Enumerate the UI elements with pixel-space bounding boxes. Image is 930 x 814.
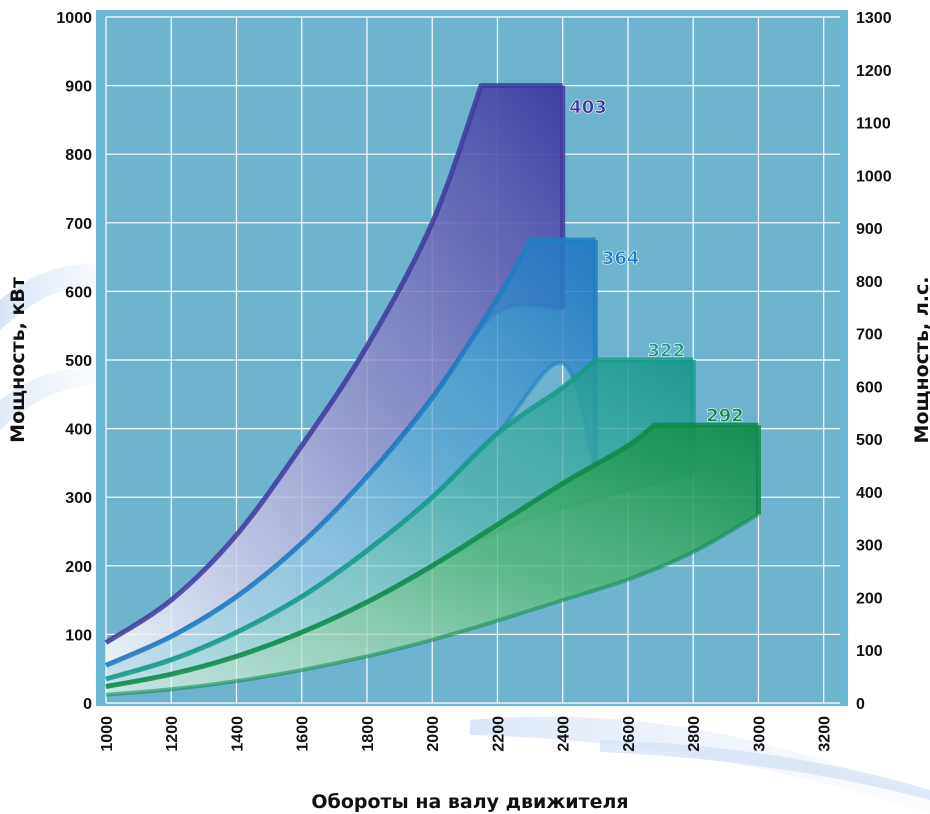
y-left-tick-label: 900 [65, 79, 92, 96]
y-right-tick-label: 0 [856, 696, 865, 713]
y-right-tick-label: 800 [856, 274, 883, 291]
series-upper-line-364 [104, 237, 596, 668]
x-tick-label: 1600 [295, 716, 312, 752]
y-right-tick-label: 500 [856, 432, 883, 449]
x-tick-label: 2000 [425, 716, 442, 752]
y-right-tick-label: 1200 [856, 63, 892, 80]
series-area-364 [106, 239, 596, 679]
y-right-tick-label: 300 [856, 538, 883, 555]
y-right-tick-label: 200 [856, 590, 883, 607]
series-area-403 [106, 85, 563, 666]
x-axis-title: Обороты на валу движителя [311, 791, 628, 813]
series-upper-line-322 [105, 357, 694, 682]
y-right-tick-label: 400 [856, 485, 883, 502]
y-left-axis-title: Мощность, кВт [7, 277, 29, 443]
x-axis-ticks: 1000 1200 1400 1600 1800 2000 2200 2400 2600 2800… [99, 716, 834, 752]
x-tick-label: 1800 [360, 716, 377, 752]
x-tick-label: 3000 [751, 716, 768, 752]
x-tick-label: 2400 [556, 716, 573, 752]
y-right-tick-label: 1000 [856, 168, 892, 185]
x-tick-label: 1000 [99, 716, 116, 752]
x-tick-label: 1200 [164, 716, 181, 752]
y-left-tick-label: 300 [65, 490, 92, 507]
x-tick-label: 2200 [490, 716, 507, 752]
series-lower-line-292 [105, 512, 760, 697]
series-band-292 [105, 422, 761, 697]
y-right-tick-label: 1100 [856, 116, 891, 133]
y-right-axis-title: Мощность, л.с. [911, 277, 930, 444]
series-upper-line-403 [104, 83, 563, 645]
y-right-tick-label: 900 [856, 221, 883, 238]
x-tick-label: 1400 [229, 716, 246, 752]
series-upper-line-292 [105, 422, 759, 689]
y-left-tick-label: 400 [65, 422, 92, 439]
series-label-403: 403 [569, 97, 607, 118]
series-area-322 [106, 360, 694, 687]
y-right-tick-label: 100 [856, 643, 883, 660]
background-decoration [0, 264, 930, 814]
y-right-tick-label: 1300 [856, 10, 892, 27]
series-label-292: 292 [706, 406, 744, 427]
y-left-tick-label: 200 [65, 559, 92, 576]
series-bands [104, 83, 761, 697]
series-area-292 [106, 425, 759, 695]
y-right-tick-label: 700 [856, 327, 883, 344]
series-label-364: 364 [602, 248, 640, 269]
y-left-axis-ticks: 0 100 200 300 400 500 600 700 800 900 1000 [56, 10, 92, 713]
y-right-tick-label: 600 [856, 379, 883, 396]
series-labels: 403 364 322 292 [569, 97, 744, 427]
y-right-axis-ticks: 0 100 200 300 400 500 600 700 800 900 1000 1100 1200… [856, 10, 892, 713]
x-tick-label: 2600 [621, 716, 638, 752]
y-left-tick-label: 100 [65, 627, 92, 644]
y-left-tick-label: 800 [65, 147, 92, 164]
series-label-322: 322 [648, 341, 686, 362]
y-left-tick-label: 1000 [56, 10, 92, 27]
y-left-tick-label: 700 [65, 216, 92, 233]
y-left-tick-label: 0 [83, 696, 92, 713]
x-tick-label: 3200 [817, 716, 834, 752]
y-left-tick-label: 500 [65, 353, 92, 370]
x-tick-label: 2800 [686, 716, 703, 752]
y-left-tick-label: 600 [65, 284, 92, 301]
